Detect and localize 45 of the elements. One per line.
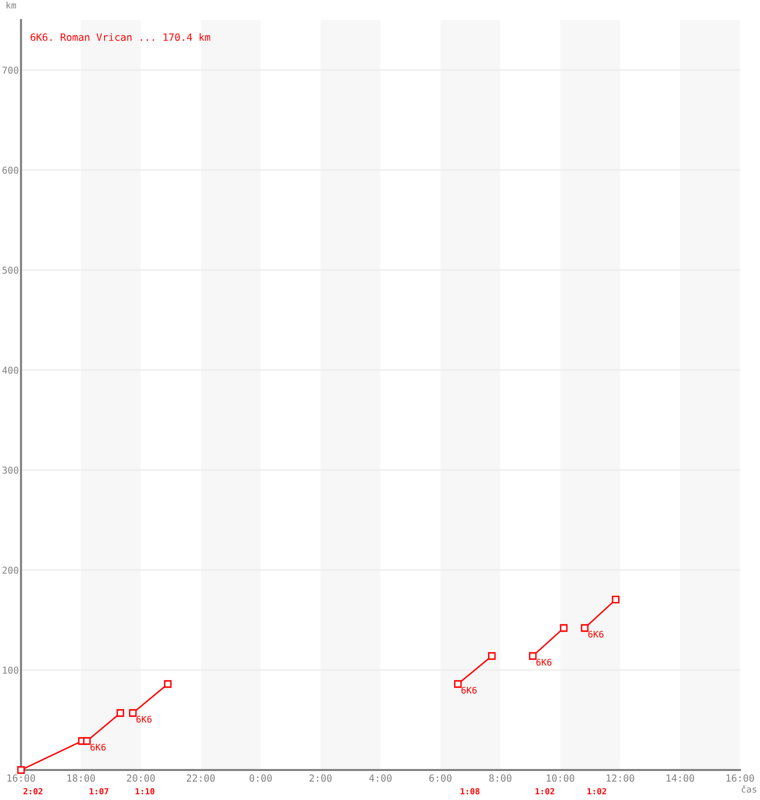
y-tick-label: 300 <box>2 466 18 474</box>
series-label: 6K6 <box>588 630 604 638</box>
x-tick-label: 8:00 <box>489 774 512 782</box>
x-tick-label: 0:00 <box>250 774 272 782</box>
x-tick-label: 12:00 <box>606 774 634 782</box>
x-tick-label: 18:00 <box>67 774 95 782</box>
point <box>164 680 172 688</box>
y-axis-title: km <box>6 2 16 9</box>
point <box>560 624 568 632</box>
y-tick-label: 600 <box>2 166 18 174</box>
point <box>612 596 620 604</box>
y-tick-label: 100 <box>2 666 18 674</box>
y-tick-label: 400 <box>2 366 18 374</box>
text: 1:10 <box>136 788 154 794</box>
point <box>454 680 462 688</box>
series-label: 6K6 <box>461 686 477 694</box>
x-tick-label: 2:00 <box>310 774 332 782</box>
text: 1:02 <box>587 788 606 794</box>
x-tick-label: 14:00 <box>666 774 694 782</box>
x-tick-label: 6:00 <box>429 774 452 782</box>
point <box>116 709 124 717</box>
x-tick-label: 22:00 <box>186 774 215 782</box>
point <box>528 652 537 660</box>
text: 2:02 <box>23 788 42 794</box>
x-tick-label: 16:00 <box>726 774 754 782</box>
series-label: 6K6 <box>90 744 106 751</box>
y-tick-label: 700 <box>2 66 18 74</box>
x-tick-label: 20:00 <box>126 774 155 782</box>
text: 1:07 <box>90 788 108 794</box>
x-axis-title: čas <box>742 785 756 793</box>
point <box>129 709 137 717</box>
y-tick-label: 500 <box>2 266 18 274</box>
y-tick-label: 200 <box>2 566 18 574</box>
text: 6K6. Roman Vrican ... 170.4 km <box>30 33 210 41</box>
text: 1:02 <box>536 788 554 794</box>
series-label: 6K6 <box>536 658 552 666</box>
point <box>17 766 25 774</box>
x-tick-label: 16:00 <box>8 774 36 782</box>
point <box>83 737 91 745</box>
series-label: 6K6 <box>136 716 152 723</box>
x-tick-label: 10:00 <box>546 774 574 782</box>
x-tick-label: 4:00 <box>369 774 392 782</box>
point <box>488 652 496 660</box>
point <box>580 624 589 632</box>
text: 1:08 <box>460 788 480 794</box>
